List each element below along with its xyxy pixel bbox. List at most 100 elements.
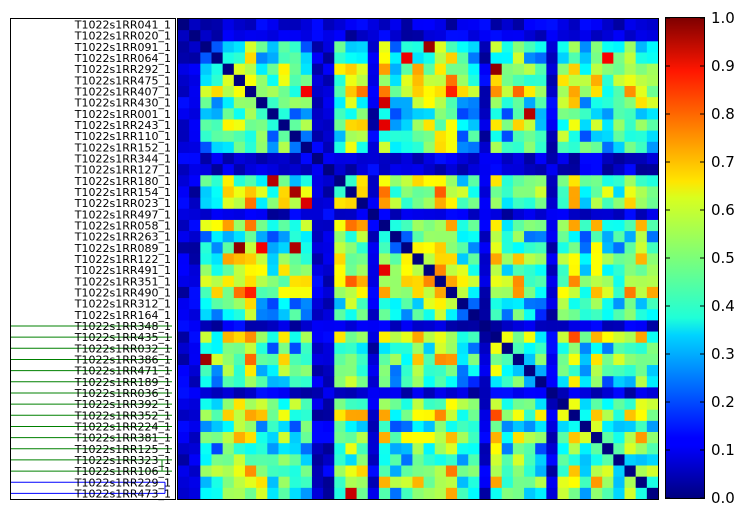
heatmap-cell <box>267 398 279 411</box>
heatmap-cell <box>256 152 268 165</box>
heatmap-cell <box>546 298 558 310</box>
heatmap-cell <box>222 52 235 65</box>
heatmap-cell <box>490 387 503 399</box>
heatmap-cell <box>624 19 637 31</box>
heatmap-cell <box>613 186 625 198</box>
heatmap-cell <box>445 63 458 76</box>
heatmap-cell <box>345 342 357 355</box>
heatmap-cell <box>300 309 313 321</box>
heatmap-cell <box>390 97 402 109</box>
heatmap-cell <box>434 409 447 422</box>
heatmap-cell <box>524 52 536 65</box>
heatmap-cell <box>568 152 581 165</box>
heatmap-cell <box>423 119 436 132</box>
heatmap-cell <box>591 275 603 288</box>
heatmap-cell <box>579 197 592 210</box>
heatmap-cell <box>367 443 380 455</box>
heatmap-cell <box>524 320 536 332</box>
heatmap-cell <box>445 342 458 355</box>
heatmap-cell <box>278 197 291 210</box>
heatmap-cell <box>390 119 402 132</box>
heatmap-cell <box>445 175 458 187</box>
heatmap-cell <box>334 420 346 433</box>
heatmap-cell <box>401 309 413 321</box>
heatmap-cell <box>200 298 212 310</box>
heatmap-cell <box>602 432 614 444</box>
heatmap-cell <box>244 175 257 187</box>
heatmap-cell <box>646 387 659 399</box>
heatmap-cell <box>423 141 436 154</box>
heatmap-cell <box>445 108 458 120</box>
heatmap-cell <box>524 398 536 411</box>
heatmap-cell <box>445 164 458 176</box>
heatmap-cell <box>334 443 346 455</box>
heatmap-cell <box>178 74 190 87</box>
heatmap-cell <box>289 175 302 187</box>
heatmap-cell <box>568 309 581 321</box>
heatmap-cell <box>546 443 558 455</box>
heatmap-cell <box>233 152 246 165</box>
heatmap-cell <box>602 231 614 243</box>
heatmap-cell <box>546 398 558 411</box>
heatmap-cell <box>646 365 659 377</box>
heatmap-cell <box>356 432 369 444</box>
heatmap-cell <box>546 465 558 478</box>
heatmap-cell <box>367 242 380 254</box>
heatmap-cell <box>646 219 659 232</box>
heatmap-cell <box>490 186 503 198</box>
heatmap-cell <box>178 152 190 165</box>
heatmap-cell <box>557 365 570 377</box>
row-label: T1022s1RR110_1 <box>74 130 171 143</box>
heatmap-cell <box>289 443 302 455</box>
heatmap-cell <box>557 465 570 478</box>
heatmap-cell <box>468 208 480 221</box>
heatmap-cell <box>189 74 201 87</box>
heatmap-cell <box>546 253 558 265</box>
heatmap-cell <box>557 376 570 388</box>
heatmap-cell <box>178 298 190 310</box>
heatmap-cell <box>233 432 246 444</box>
heatmap-cell <box>200 275 212 288</box>
heatmap-cell <box>535 365 547 377</box>
heatmap-cell <box>289 108 302 120</box>
heatmap-cell <box>412 130 424 143</box>
heatmap-cell <box>512 420 525 433</box>
heatmap-cell <box>434 85 447 98</box>
heatmap-cell <box>189 231 201 243</box>
heatmap-cell <box>501 197 514 210</box>
heatmap-cell <box>390 41 402 53</box>
heatmap-cell <box>501 353 514 366</box>
heatmap-cell <box>211 387 224 399</box>
heatmap-cell <box>591 186 603 198</box>
heatmap-cell <box>568 465 581 478</box>
heatmap-cell <box>468 298 480 310</box>
heatmap-cell <box>412 420 424 433</box>
heatmap-cell <box>557 231 570 243</box>
heatmap-cell <box>178 164 190 176</box>
heatmap-cell <box>401 409 413 422</box>
heatmap-cell <box>378 19 391 31</box>
heatmap-cell <box>222 85 235 98</box>
heatmap-cell <box>222 130 235 143</box>
heatmap-cell <box>624 487 637 500</box>
heatmap-cell <box>390 208 402 221</box>
heatmap-cell <box>256 409 268 422</box>
heatmap-cell <box>512 186 525 198</box>
heatmap-cell <box>300 342 313 355</box>
heatmap-cell <box>390 164 402 176</box>
heatmap-cell <box>579 465 592 478</box>
heatmap-cell <box>546 119 558 132</box>
heatmap-cell <box>490 231 503 243</box>
heatmap-cell <box>311 487 324 500</box>
heatmap-cell <box>222 219 235 232</box>
heatmap-cell <box>635 119 648 132</box>
heatmap-cell <box>635 85 648 98</box>
heatmap-cell <box>457 264 469 277</box>
heatmap-cell <box>535 63 547 76</box>
heatmap-cell <box>591 365 603 377</box>
heatmap-cell <box>434 342 447 355</box>
heatmap-cell <box>602 387 614 399</box>
heatmap-cell <box>267 63 279 76</box>
heatmap-cell <box>267 219 279 232</box>
heatmap-cell <box>646 74 659 87</box>
